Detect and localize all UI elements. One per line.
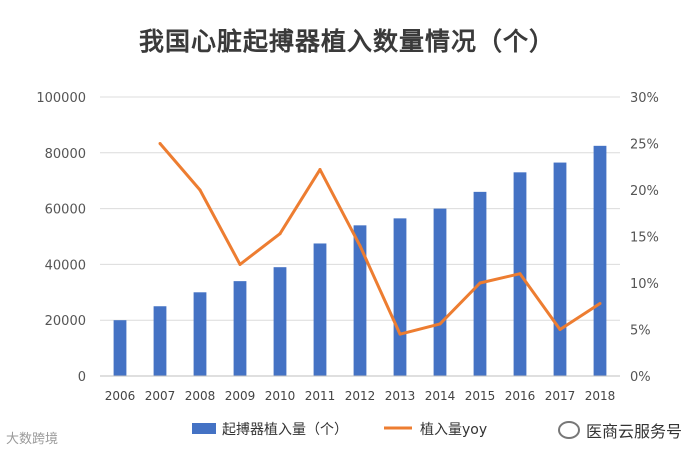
y-right-tick-label: 15%	[630, 231, 659, 246]
bar-layer	[113, 145, 607, 376]
bar	[153, 306, 167, 376]
y-right-tick-label: 30%	[630, 91, 659, 106]
y-right-tick-label: 20%	[630, 184, 659, 199]
y-left-tick-label: 60000	[45, 203, 86, 218]
line-layer	[158, 142, 602, 336]
watermark-right: 医商云服务号	[557, 418, 682, 442]
bar	[113, 320, 127, 376]
x-tick-label: 2012	[345, 389, 376, 403]
yoy-point	[358, 244, 362, 248]
wechat-icon	[557, 421, 580, 439]
yoy-point	[438, 322, 442, 326]
y-right-tick-label: 0%	[630, 370, 651, 385]
watermark-right-text: 医商云服务号	[585, 422, 682, 441]
yoy-point	[558, 328, 562, 331]
bar	[353, 225, 367, 376]
y-left-tick-label: 80000	[45, 147, 86, 162]
x-tick-label: 2010	[265, 389, 296, 403]
x-tick-label: 2008	[185, 389, 216, 403]
legend-bar-swatch	[192, 423, 216, 434]
yoy-point	[518, 272, 522, 276]
x-tick-label: 2009	[225, 389, 256, 403]
bar	[593, 145, 607, 376]
bar	[233, 281, 247, 376]
chart-title: 我国心脏起搏器植入数量情况（个）	[138, 27, 555, 56]
yoy-point	[398, 332, 402, 336]
legend: 起搏器植入量（个） 植入量yoy	[192, 421, 487, 438]
yoy-point	[318, 168, 322, 172]
x-tick-label: 2018	[585, 389, 616, 403]
yoy-point	[478, 281, 482, 285]
y-right-tick-label: 10%	[630, 277, 659, 292]
yoy-point	[158, 142, 162, 145]
x-tick-label: 2013	[385, 389, 416, 403]
yoy-point	[198, 188, 202, 192]
bar	[313, 243, 327, 376]
y-left-tick-label: 40000	[45, 258, 86, 273]
x-tick-label: 2017	[545, 389, 576, 403]
watermark-left: 大数跨境	[6, 432, 59, 447]
yoy-point	[598, 301, 602, 305]
bar	[193, 292, 207, 376]
bar	[433, 208, 447, 376]
x-tick-label: 2015	[465, 389, 496, 403]
bar	[393, 218, 407, 376]
x-tick-label: 2007	[145, 389, 176, 403]
y-left-tick-label: 0	[78, 370, 86, 385]
axis-layer: 0 20000 40000 60000 80000 100000 0% 5% 10% 15% 20%…	[36, 91, 659, 403]
y-right-tick-label: 25%	[630, 138, 659, 153]
yoy-point	[278, 232, 282, 236]
legend-bar-label: 起搏器植入量（个）	[222, 421, 348, 438]
x-tick-label: 2006	[105, 389, 136, 403]
x-tick-label: 2016	[505, 389, 536, 403]
x-tick-label: 2011	[305, 389, 336, 403]
bar	[553, 162, 567, 376]
bar	[273, 267, 287, 376]
y-left-tick-label: 20000	[45, 314, 86, 329]
y-right-tick-label: 5%	[630, 324, 651, 339]
yoy-line	[158, 142, 601, 336]
y-left-tick-label: 100000	[36, 91, 86, 106]
legend-line-label: 植入量yoy	[420, 422, 487, 438]
yoy-point	[238, 262, 242, 266]
x-tick-label: 2014	[425, 389, 456, 403]
